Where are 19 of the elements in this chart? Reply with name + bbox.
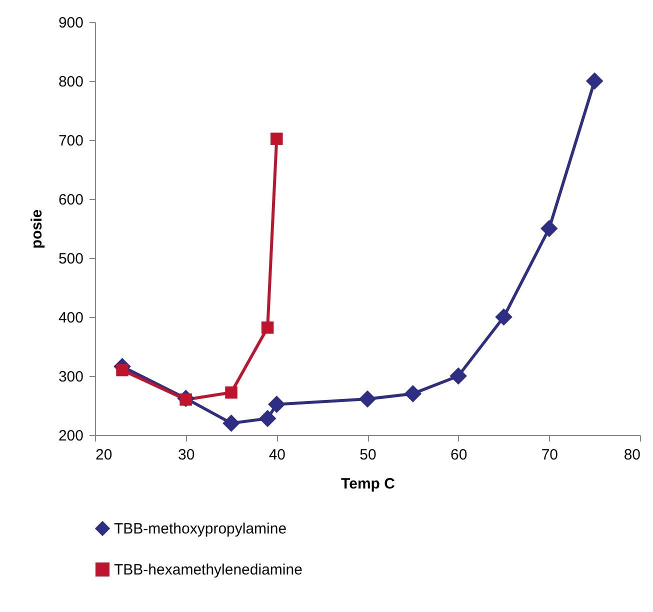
x-tick-label: 40 bbox=[268, 446, 286, 464]
y-tick-label: 800 bbox=[58, 74, 84, 90]
x-tick-label: 70 bbox=[541, 446, 558, 464]
x-axis-title: Temp C bbox=[341, 476, 396, 492]
y-tick-label: 200 bbox=[58, 428, 84, 444]
y-tick-label: 600 bbox=[58, 192, 84, 208]
legend-label: TBB-hexamethylenediamine bbox=[114, 562, 302, 578]
y-tick-label: 900 bbox=[58, 14, 84, 32]
x-tick-label: 80 bbox=[624, 446, 640, 464]
x-tick-label: 60 bbox=[450, 446, 468, 464]
y-axis-title: posie bbox=[28, 209, 46, 249]
x-tick-label: 20 bbox=[96, 446, 112, 464]
x-tick-label: 30 bbox=[178, 446, 195, 464]
legend-label: TBB-methoxypropylamine bbox=[114, 520, 287, 538]
y-tick-label: 700 bbox=[58, 132, 84, 150]
y-tick-label: 500 bbox=[58, 250, 84, 268]
x-tick-label: 50 bbox=[360, 446, 376, 464]
y-tick-label: 400 bbox=[58, 310, 84, 326]
y-tick-label: 300 bbox=[58, 368, 84, 386]
